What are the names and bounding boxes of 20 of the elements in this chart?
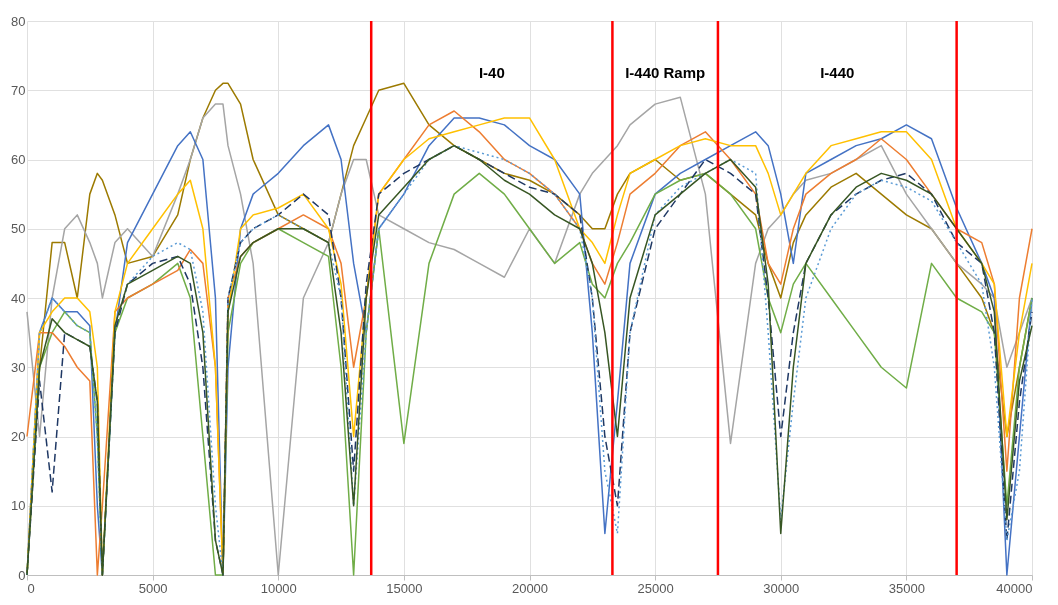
x-tick-label: 15000 bbox=[386, 580, 423, 596]
y-tick-label: 40 bbox=[11, 290, 26, 306]
x-tick-label: 10000 bbox=[260, 580, 297, 596]
x-tick-label: 5000 bbox=[138, 580, 168, 596]
x-tick-label: 40000 bbox=[996, 580, 1033, 596]
y-tick-label: 50 bbox=[11, 221, 26, 237]
y-tick-label: 60 bbox=[11, 152, 26, 167]
annotation: I-440 bbox=[820, 64, 855, 81]
x-tick-label: 30000 bbox=[763, 580, 800, 596]
annotation: I-40 bbox=[478, 64, 505, 81]
x-tick-label: 25000 bbox=[637, 580, 674, 596]
annotation: I-440 Ramp bbox=[625, 64, 706, 81]
y-tick-label: 0 bbox=[18, 567, 26, 583]
y-tick-label: 80 bbox=[11, 13, 26, 29]
y-tick-label: 20 bbox=[11, 429, 26, 444]
y-tick-label: 70 bbox=[11, 82, 26, 98]
x-tick-label: 20000 bbox=[511, 580, 549, 596]
y-tick-label: 30 bbox=[11, 359, 26, 375]
y-tick-label: 10 bbox=[11, 498, 26, 514]
x-tick-label: 35000 bbox=[888, 580, 925, 596]
